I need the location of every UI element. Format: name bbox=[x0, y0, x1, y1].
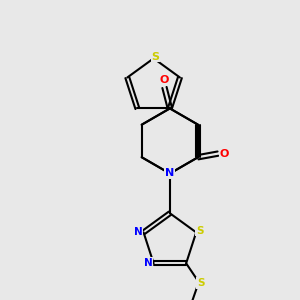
Text: N: N bbox=[165, 169, 175, 178]
Text: S: S bbox=[152, 52, 159, 61]
Text: S: S bbox=[197, 278, 204, 288]
Text: O: O bbox=[159, 75, 168, 85]
Text: O: O bbox=[220, 148, 229, 159]
Text: N: N bbox=[144, 258, 153, 268]
Text: N: N bbox=[134, 227, 142, 237]
Text: S: S bbox=[196, 226, 204, 236]
